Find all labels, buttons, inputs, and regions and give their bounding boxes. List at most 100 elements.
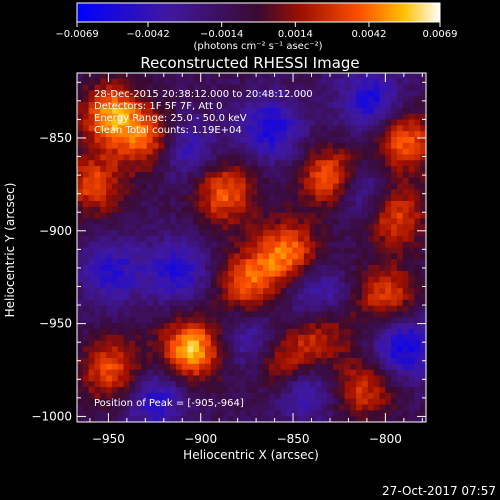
heatmap-pixel: [344, 206, 351, 213]
heatmap-pixel: [286, 363, 293, 371]
heatmap-pixel: [135, 154, 142, 161]
heatmap-pixel: [338, 264, 345, 272]
heatmap-pixel: [216, 404, 223, 411]
heatmap-pixel: [245, 264, 252, 272]
heatmap-pixel: [268, 113, 276, 120]
heatmap-pixel: [129, 375, 136, 382]
heatmap-pixel: [123, 119, 130, 126]
heatmap-pixel: [222, 195, 229, 202]
heatmap-pixel: [239, 311, 247, 318]
heatmap-pixel: [414, 358, 421, 365]
heatmap-pixel: [408, 416, 415, 423]
heatmap-pixel: [298, 352, 305, 359]
heatmap-pixel: [385, 375, 392, 382]
heatmap-pixel: [344, 189, 351, 196]
heatmap-pixel: [373, 113, 380, 120]
heatmap-pixel: [257, 363, 264, 371]
heatmap-pixel: [350, 235, 357, 243]
heatmap-pixel: [245, 259, 252, 266]
heatmap-pixel: [152, 288, 159, 295]
heatmap-pixel: [152, 195, 159, 202]
heatmap-pixel: [210, 340, 217, 347]
heatmap-pixel: [210, 84, 217, 91]
heatmap-pixel: [100, 264, 107, 272]
heatmap-pixel: [164, 96, 171, 103]
heatmap-pixel: [187, 96, 194, 103]
heatmap-pixel: [286, 84, 293, 91]
heatmap-pixel: [199, 131, 206, 138]
heatmap-pixel: [222, 142, 229, 150]
heatmap-pixel: [338, 398, 345, 405]
heatmap-pixel: [350, 317, 357, 324]
heatmap-pixel: [385, 299, 392, 307]
heatmap-pixel: [77, 381, 84, 388]
heatmap-pixel: [193, 404, 200, 411]
heatmap-pixel: [152, 102, 159, 109]
heatmap-pixel: [268, 328, 276, 336]
heatmap-pixel: [199, 270, 206, 277]
heatmap-pixel: [123, 195, 130, 202]
heatmap-pixel: [158, 264, 165, 272]
heatmap-pixel: [292, 270, 299, 277]
heatmap-pixel: [82, 346, 90, 353]
heatmap-pixel: [158, 299, 165, 307]
heatmap-pixel: [350, 328, 357, 336]
heatmap-pixel: [327, 369, 334, 376]
heatmap-pixel: [117, 363, 124, 371]
heatmap-pixel: [263, 218, 270, 225]
heatmap-pixel: [251, 311, 258, 318]
heatmap-pixel: [251, 253, 258, 260]
heatmap-pixel: [175, 73, 183, 80]
heatmap-pixel: [135, 206, 142, 213]
heatmap-pixel: [274, 148, 281, 155]
heatmap-pixel: [350, 90, 357, 97]
heatmap-pixel: [100, 107, 107, 115]
heatmap-pixel: [187, 404, 194, 411]
heatmap-pixel: [367, 369, 375, 376]
heatmap-pixel: [367, 381, 375, 388]
heatmap-pixel: [414, 90, 421, 97]
heatmap-pixel: [204, 404, 212, 411]
heatmap-pixel: [82, 136, 90, 144]
heatmap-pixel: [420, 334, 427, 341]
heatmap-pixel: [321, 363, 328, 371]
heatmap-pixel: [94, 369, 101, 376]
heatmap-pixel: [187, 299, 194, 307]
heatmap-pixel: [164, 282, 171, 289]
heatmap-pixel: [106, 381, 113, 388]
heatmap-pixel: [344, 154, 351, 161]
heatmap-pixel: [257, 311, 264, 318]
heatmap-pixel: [216, 189, 223, 196]
heatmap-pixel: [373, 416, 380, 423]
heatmap-pixel: [234, 183, 241, 190]
heatmap-pixel: [100, 119, 107, 126]
heatmap-pixel: [164, 166, 171, 173]
heatmap-pixel: [263, 381, 270, 388]
heatmap-pixel: [239, 358, 247, 365]
heatmap-pixel: [234, 305, 241, 312]
heatmap-pixel: [175, 392, 183, 400]
heatmap-pixel: [94, 230, 101, 237]
heatmap-pixel: [216, 73, 223, 80]
heatmap-pixel: [129, 189, 136, 196]
heatmap-pixel: [268, 387, 276, 394]
heatmap-pixel: [309, 224, 316, 231]
heatmap-pixel: [327, 346, 334, 353]
heatmap-pixel: [140, 323, 148, 330]
heatmap-pixel: [257, 392, 264, 400]
heatmap-pixel: [181, 416, 188, 423]
heatmap-pixel: [140, 160, 148, 167]
heatmap-pixel: [228, 189, 235, 196]
heatmap-pixel: [164, 328, 171, 336]
heatmap-pixel: [391, 259, 398, 266]
heatmap-pixel: [402, 224, 409, 231]
heatmap-pixel: [245, 294, 252, 301]
heatmap-pixel: [222, 381, 229, 388]
heatmap-pixel: [204, 259, 212, 266]
heatmap-pixel: [344, 142, 351, 150]
heatmap-pixel: [362, 218, 369, 225]
heatmap-pixel: [175, 171, 183, 179]
heatmap-pixel: [315, 212, 322, 219]
heatmap-pixel: [396, 259, 404, 266]
heatmap-pixel: [210, 171, 217, 179]
